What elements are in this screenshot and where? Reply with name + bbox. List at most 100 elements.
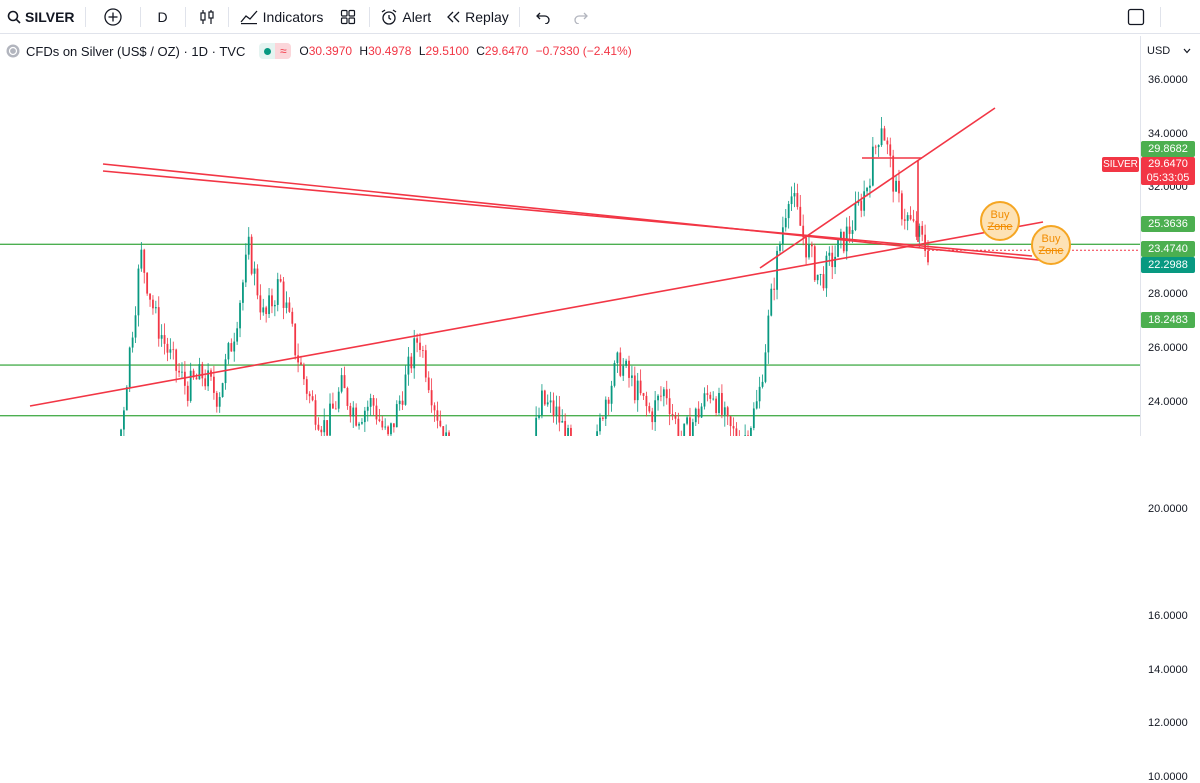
candle-body (410, 356, 413, 369)
candle-body (445, 432, 448, 436)
layout-button[interactable] (1115, 0, 1157, 34)
candle-body (616, 352, 619, 363)
candle-body (221, 383, 224, 398)
candle-body (723, 407, 726, 415)
candle-body (543, 390, 546, 405)
interval-button[interactable]: D (157, 8, 168, 25)
candle-body (555, 406, 558, 416)
candle-body (175, 349, 178, 371)
buy-zone-marker-1[interactable]: Buy Zone (980, 201, 1020, 241)
candle-body (709, 394, 712, 399)
candle-body (213, 376, 215, 393)
candle-body (918, 225, 921, 237)
candle-body (750, 428, 752, 436)
candle-body (912, 219, 915, 221)
symbol-price-tag: SILVER (1102, 157, 1139, 172)
candle-body (712, 398, 715, 400)
candle-body (619, 352, 622, 376)
candle-body (770, 288, 773, 316)
candle-body (880, 128, 883, 146)
alert-button[interactable]: Alert (373, 0, 438, 34)
candle-body (244, 254, 247, 283)
buy-zone-marker-2[interactable]: Buy Zone (1031, 225, 1071, 265)
candle-body (392, 423, 395, 428)
candle-body (764, 352, 767, 382)
candle-body (160, 335, 163, 339)
price-tick-label: 24.0000 (1148, 395, 1188, 408)
candle-body (372, 398, 375, 406)
candle-body (334, 408, 337, 410)
undo-button[interactable] (523, 0, 563, 34)
candle-body (607, 399, 610, 404)
top-toolbar: SILVER D Indicators Alert Replay (0, 0, 1200, 34)
replay-button[interactable]: Replay (438, 0, 516, 34)
candle-body (633, 375, 636, 401)
candles-icon (200, 9, 214, 24)
candle-body (793, 193, 796, 197)
templates-button[interactable] (330, 0, 366, 34)
currency-selector[interactable]: USD (1143, 42, 1195, 60)
indicators-button[interactable]: Indicators (232, 0, 331, 34)
price-axis-border (1140, 36, 1141, 436)
chart-type-button[interactable] (189, 0, 225, 34)
candle-body (433, 405, 436, 411)
candle-body (305, 379, 308, 394)
candle-body (694, 408, 697, 423)
candle-body (755, 401, 758, 409)
candle-body (355, 407, 358, 426)
candle-body (181, 371, 183, 373)
trend-line (102, 170, 1033, 257)
candle-body (271, 295, 273, 307)
candle-body (436, 410, 439, 421)
candle-body (596, 431, 598, 436)
candle-body (134, 315, 137, 338)
buy-zone-2-line1: Buy (1041, 233, 1061, 245)
candle-body (779, 243, 781, 251)
candle-body (810, 244, 813, 247)
candle-body (700, 406, 703, 418)
trend-line (29, 221, 1044, 407)
candle-body (189, 370, 192, 401)
candle-body (660, 395, 662, 397)
candle-body (230, 343, 233, 352)
candle-body (198, 364, 201, 380)
candle-body (625, 360, 628, 366)
candle-body (343, 375, 346, 389)
candle-body (854, 203, 857, 231)
candle-body (207, 370, 210, 387)
candle-body (927, 250, 929, 263)
candle-body (178, 370, 180, 373)
candle-body (320, 429, 323, 433)
candle-body (599, 417, 601, 432)
candle-body (204, 378, 207, 387)
candle-body (390, 423, 392, 435)
symbol-label: SILVER (25, 8, 75, 25)
candle-body (183, 371, 186, 386)
candle-body (401, 400, 404, 405)
candle-body (561, 421, 564, 423)
candle-body (662, 389, 665, 397)
candle-body (860, 200, 863, 211)
candle-body (311, 396, 314, 401)
level-label-3: 23.4740 (1141, 241, 1195, 257)
symbol-search-button[interactable]: SILVER (0, 0, 82, 34)
redo-button[interactable] (563, 0, 599, 34)
candle-body (366, 406, 369, 411)
open-value: 30.3970 (308, 44, 353, 58)
candle-body (636, 380, 639, 401)
price-chart[interactable] (0, 0, 1200, 436)
candle-body (889, 144, 892, 156)
candle-body (332, 403, 334, 409)
candle-body (718, 393, 720, 413)
price-tick-label: 28.0000 (1148, 288, 1188, 301)
high-key: H (359, 44, 369, 58)
candle-body (898, 180, 900, 194)
level-label-1: 29.8682 (1141, 141, 1195, 157)
compare-button[interactable] (89, 0, 137, 34)
close-key: C (476, 44, 485, 58)
candle-body (732, 426, 735, 429)
candle-body (726, 407, 729, 417)
candle-body (375, 405, 378, 420)
market-status-pill[interactable]: ≈ (259, 43, 292, 59)
candle-body (816, 274, 819, 281)
